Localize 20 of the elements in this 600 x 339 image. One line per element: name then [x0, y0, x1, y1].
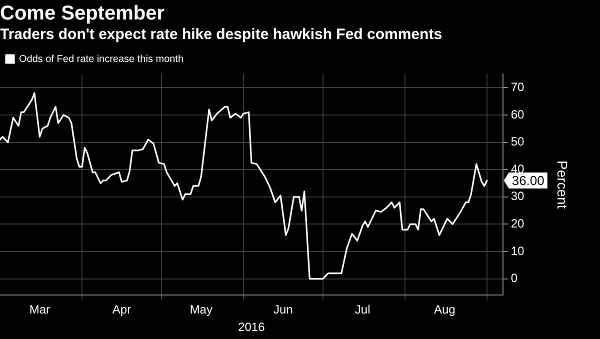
y-tick-label: 50	[510, 134, 525, 149]
x-axis-title: 2016	[238, 320, 266, 334]
x-tick-label: Apr	[112, 302, 132, 317]
y-tick-label: 70	[510, 80, 525, 94]
y-tick-label: 0	[510, 271, 518, 286]
y-tick-label: 20	[510, 216, 525, 231]
y-tick-label: 40	[510, 162, 525, 176]
x-tick-label: Aug	[434, 302, 456, 317]
x-tick-label: Jul	[354, 302, 370, 317]
y-tick-label: 10	[510, 244, 525, 258]
text: 36.00	[512, 173, 544, 188]
x-tick-label: Jun	[274, 302, 293, 317]
x-tick-label: May	[190, 302, 212, 317]
y-tick-label: 60	[510, 107, 525, 122]
y-axis-title: Percent	[554, 160, 571, 209]
y-tick-label: 30	[510, 189, 525, 204]
chart-subtitle: Traders don't expect rate hike despite hawkish Fed comments	[0, 26, 442, 44]
x-tick-label: Mar	[29, 302, 50, 317]
legend-label: Odds of Fed rate increase this month	[19, 54, 184, 65]
chart-title: Come September	[0, 2, 165, 25]
